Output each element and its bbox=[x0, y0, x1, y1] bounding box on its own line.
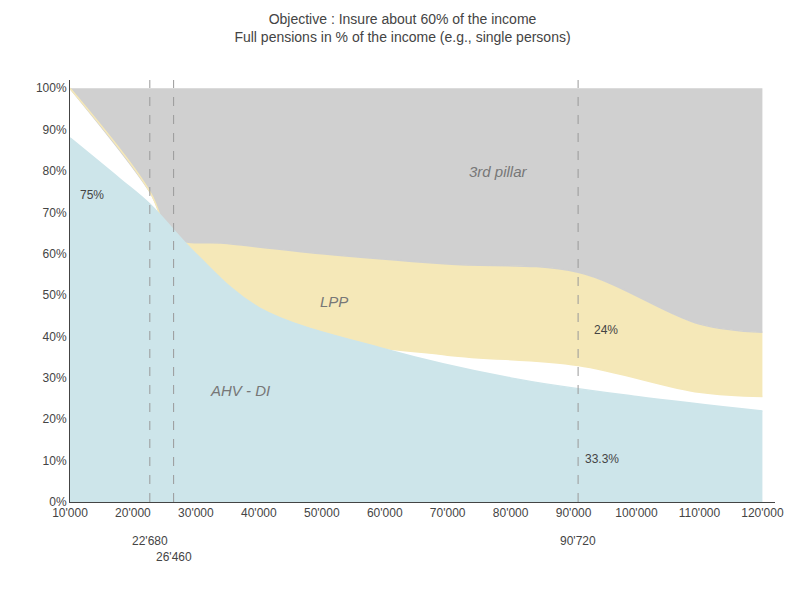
svg-text:70%: 70% bbox=[43, 206, 67, 220]
svg-text:33.3%: 33.3% bbox=[585, 452, 619, 466]
svg-text:50'000: 50'000 bbox=[304, 506, 340, 520]
svg-text:22'680: 22'680 bbox=[132, 534, 168, 548]
svg-text:Objective : Insure about 60% o: Objective : Insure about 60% of the inco… bbox=[234, 11, 570, 45]
svg-text:80'000: 80'000 bbox=[493, 506, 529, 520]
svg-text:110'000: 110'000 bbox=[679, 506, 721, 520]
svg-text:LPP: LPP bbox=[320, 293, 348, 310]
svg-text:40%: 40% bbox=[43, 330, 67, 344]
svg-text:60'000: 60'000 bbox=[367, 506, 403, 520]
svg-text:120'000: 120'000 bbox=[741, 506, 784, 520]
svg-text:70'000: 70'000 bbox=[430, 506, 466, 520]
svg-text:40'000: 40'000 bbox=[241, 506, 277, 520]
svg-text:AHV - DI: AHV - DI bbox=[210, 382, 270, 399]
svg-text:90'720: 90'720 bbox=[560, 534, 596, 548]
svg-text:26'460: 26'460 bbox=[156, 550, 192, 564]
svg-text:0%: 0% bbox=[49, 495, 67, 509]
svg-text:60%: 60% bbox=[43, 247, 67, 261]
svg-text:30%: 30% bbox=[43, 371, 67, 385]
svg-text:100%: 100% bbox=[36, 81, 67, 95]
svg-text:80%: 80% bbox=[43, 164, 67, 178]
svg-text:24%: 24% bbox=[594, 323, 618, 337]
svg-text:30'000: 30'000 bbox=[178, 506, 214, 520]
svg-text:20%: 20% bbox=[43, 412, 67, 426]
svg-text:50%: 50% bbox=[43, 288, 67, 302]
svg-text:10%: 10% bbox=[43, 454, 67, 468]
svg-text:90'000: 90'000 bbox=[556, 506, 592, 520]
svg-text:3rd pillar: 3rd pillar bbox=[469, 163, 528, 180]
svg-text:90%: 90% bbox=[43, 123, 67, 137]
svg-text:20'000: 20'000 bbox=[115, 506, 151, 520]
svg-text:10'000: 10'000 bbox=[52, 506, 88, 520]
svg-text:75%: 75% bbox=[80, 188, 104, 202]
svg-text:100'000: 100'000 bbox=[615, 506, 658, 520]
